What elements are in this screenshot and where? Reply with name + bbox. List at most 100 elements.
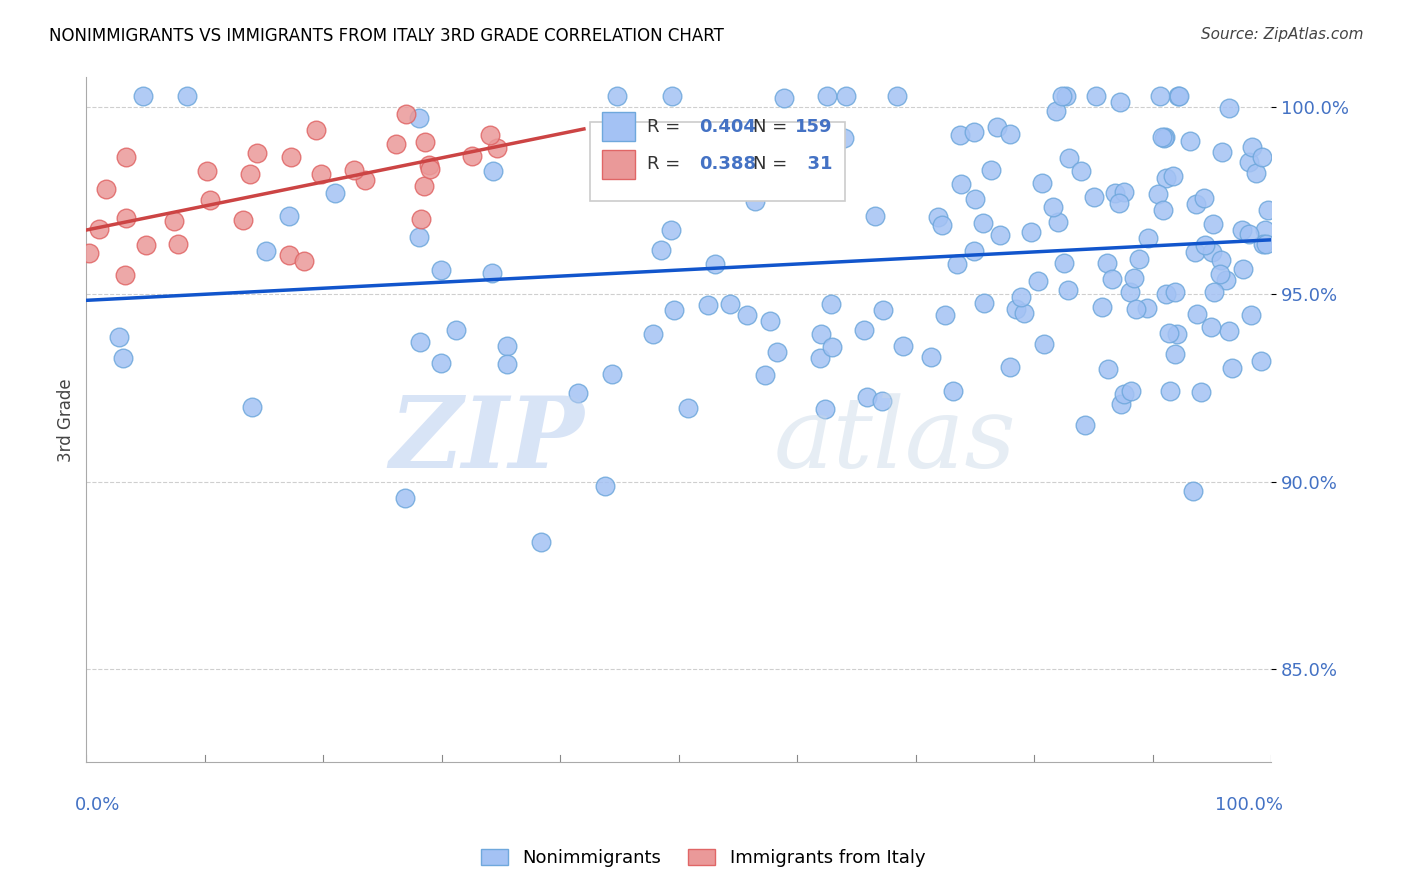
Point (1114, 186, 1136, 200)
Point (870, 393, 893, 408)
Point (1153, 130, 1175, 145)
Point (197, 163, 219, 178)
Point (394, 107, 416, 121)
Point (643, 327, 665, 342)
Point (773, 91, 796, 105)
Point (131, 89, 153, 103)
Point (411, 212, 433, 227)
Point (1256, 237, 1278, 252)
Point (1112, 386, 1135, 401)
Text: 100.0%: 100.0% (1215, 797, 1282, 814)
Point (808, 351, 831, 365)
Point (1147, 187, 1170, 202)
Point (1095, 256, 1118, 270)
Point (1149, 89, 1171, 103)
Point (1070, 164, 1092, 178)
Point (1244, 166, 1267, 180)
Text: Source: ZipAtlas.com: Source: ZipAtlas.com (1201, 27, 1364, 42)
Point (1159, 326, 1181, 341)
Point (814, 401, 837, 416)
Point (1161, 169, 1184, 184)
Point (1097, 361, 1119, 376)
Point (354, 172, 377, 186)
Point (481, 266, 503, 280)
Point (1240, 140, 1263, 154)
Point (114, 268, 136, 282)
Point (77, 245, 100, 260)
Point (650, 243, 672, 257)
Point (1184, 244, 1206, 259)
Point (408, 335, 430, 350)
Point (1012, 305, 1035, 319)
Point (1091, 301, 1114, 315)
Point (1154, 170, 1177, 185)
Bar (602, 112, 636, 141)
Point (835, 89, 858, 103)
Point (163, 214, 186, 228)
Bar (602, 150, 636, 178)
Point (1250, 150, 1272, 164)
Point (600, 367, 623, 381)
Point (481, 164, 503, 178)
Point (853, 323, 876, 337)
Point (963, 125, 986, 139)
Point (821, 340, 844, 354)
Point (1031, 176, 1053, 190)
Point (1185, 197, 1208, 211)
Point (1194, 238, 1216, 252)
Point (1123, 270, 1146, 285)
Point (1000, 360, 1022, 375)
Point (114, 211, 136, 225)
Point (820, 297, 842, 311)
Point (1166, 326, 1188, 341)
Point (1125, 302, 1147, 317)
Text: 0.0%: 0.0% (75, 797, 120, 814)
Point (1192, 191, 1215, 205)
Point (479, 128, 502, 142)
Point (1220, 360, 1243, 375)
Point (872, 303, 894, 318)
Point (815, 89, 838, 103)
Point (1209, 252, 1232, 267)
Point (1164, 285, 1187, 299)
Point (1101, 272, 1123, 286)
Point (1232, 262, 1254, 277)
Point (593, 479, 616, 493)
Point (111, 351, 134, 365)
Text: R =: R = (647, 118, 686, 136)
Point (1189, 384, 1212, 399)
Text: atlas: atlas (773, 392, 1017, 488)
Point (1045, 104, 1067, 119)
Point (1239, 155, 1261, 169)
Point (309, 167, 332, 181)
Point (927, 210, 949, 224)
Point (1218, 101, 1240, 115)
Point (863, 209, 886, 223)
Point (176, 89, 198, 103)
Text: 31: 31 (794, 155, 832, 173)
Point (94, 182, 117, 196)
Point (758, 314, 780, 328)
Point (239, 167, 262, 181)
Text: 0.404: 0.404 (699, 118, 755, 136)
Point (135, 238, 157, 252)
Point (167, 236, 190, 251)
Point (832, 131, 855, 145)
Text: N =: N = (754, 118, 793, 136)
Point (1240, 308, 1263, 322)
Point (972, 216, 994, 230)
Point (1215, 273, 1237, 287)
Point (1010, 290, 1032, 304)
Point (1152, 202, 1174, 217)
Point (430, 263, 453, 277)
Point (1199, 319, 1222, 334)
Point (1047, 215, 1070, 229)
Point (1042, 200, 1064, 214)
Point (942, 384, 965, 399)
Point (496, 339, 519, 353)
Text: N =: N = (754, 155, 793, 173)
Text: R =: R = (647, 155, 686, 173)
Point (277, 248, 299, 262)
Point (412, 179, 434, 194)
Point (988, 227, 1011, 242)
